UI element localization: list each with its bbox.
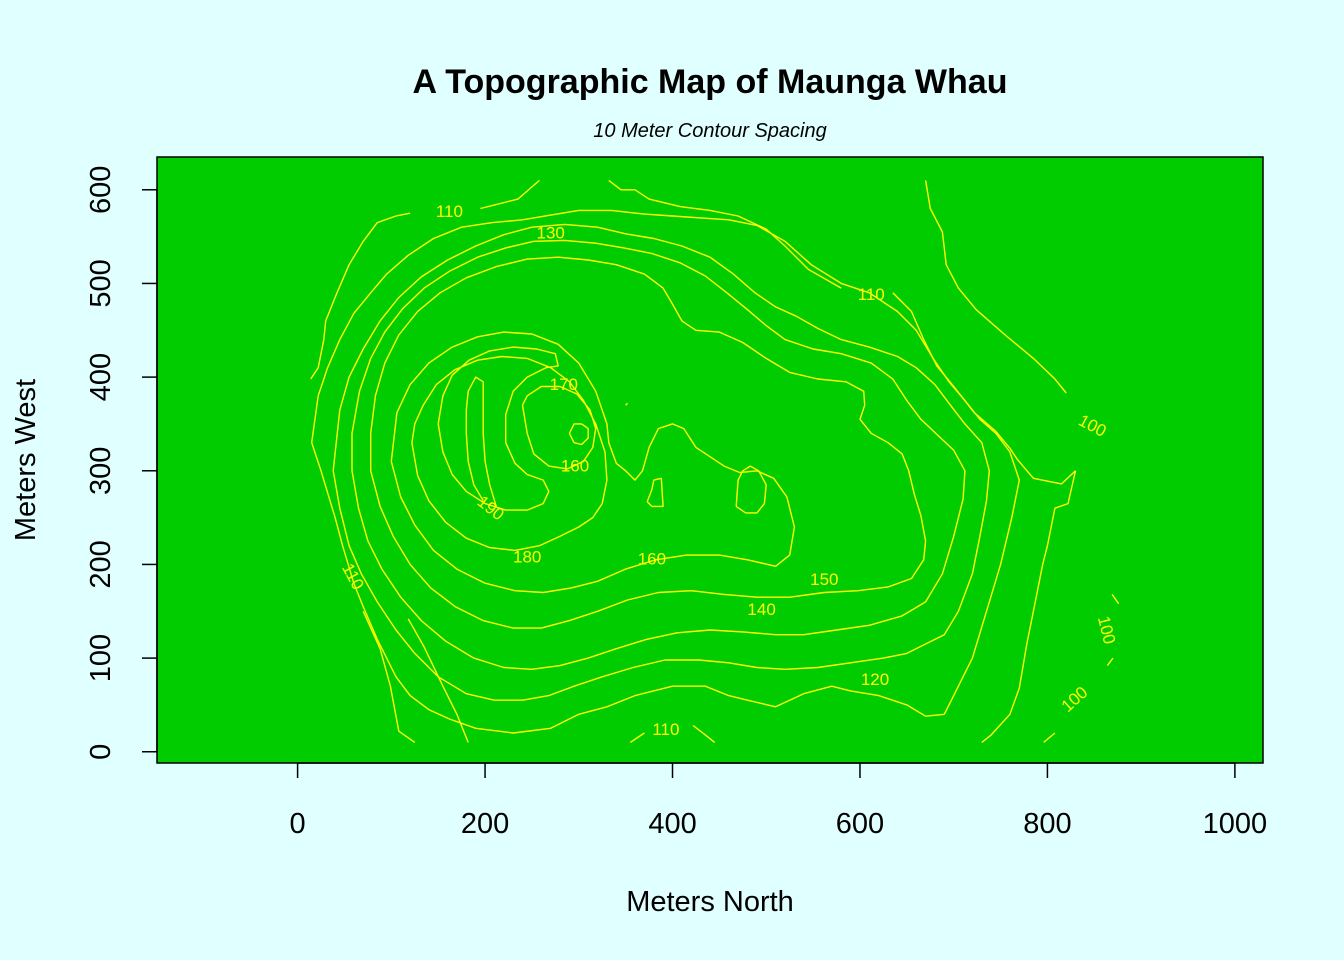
contour-line-180-23: [521, 385, 597, 470]
contour-line-110-4: [310, 212, 411, 380]
y-axis: 0 100 200 300 400 500 600: [85, 166, 158, 760]
contour-line-100-1: [1111, 593, 1120, 605]
x-axis: 0 200 400 600 800 1000: [290, 762, 1268, 840]
contour-line-190-26: [625, 402, 628, 406]
contour-line-110-5: [362, 611, 416, 743]
contour-lines: [310, 179, 1120, 743]
contour-label-1: 130: [537, 223, 565, 242]
y-tick-label-0: 0: [85, 744, 117, 760]
contour-line-180-22: [437, 346, 559, 511]
contour-label-7: 180: [513, 547, 541, 566]
contour-line-160-18: [390, 331, 796, 594]
contour-line-120-14: [311, 209, 1020, 715]
contour-line-110-11: [892, 292, 1076, 485]
contour-line-100-3: [1043, 732, 1056, 743]
contour-line-110-9: [480, 179, 540, 210]
contour-label-10: 140: [747, 600, 775, 619]
contour-line-170-21: [735, 465, 767, 514]
y-axis-label: Meters West: [10, 379, 42, 541]
contour-label-13: 120: [861, 670, 889, 689]
contour-label-15: 110: [652, 720, 679, 739]
chart-subtitle: 10 Meter Contour Spacing: [593, 120, 826, 142]
plot-area: [156, 156, 1264, 764]
contour-line-170-20: [646, 477, 664, 508]
contour-line-120-13: [311, 442, 945, 734]
contour-line-190-24: [465, 376, 497, 507]
contour-label-5: 160: [561, 457, 589, 476]
contour-label-0: 110: [436, 202, 463, 221]
contour-line-110-12: [981, 470, 1077, 743]
contour-line-110-7: [629, 732, 645, 743]
contour-line-130-15: [332, 223, 990, 701]
contour-label-2: 110: [858, 285, 885, 304]
x-tick-label-1000: 1000: [1203, 808, 1268, 840]
y-tick-label-200: 200: [85, 540, 117, 588]
contour-label-9: 150: [810, 570, 838, 589]
chart-title: A Topographic Map of Maunga Whau: [413, 63, 1008, 101]
contour-line-110-8: [692, 724, 716, 743]
contour-line-110-10: [608, 179, 842, 289]
contour-line-100-0: [924, 180, 1067, 394]
x-tick-label-800: 800: [1023, 808, 1071, 840]
contour-line-100-2: [1106, 657, 1114, 667]
contour-label-4: 170: [550, 375, 578, 394]
y-tick-label-100: 100: [85, 634, 117, 682]
y-tick-label-300: 300: [85, 447, 117, 495]
x-tick-label-200: 200: [461, 808, 509, 840]
contour-line-170-19: [411, 355, 608, 552]
x-axis-label: Meters North: [626, 886, 794, 918]
y-tick-label-500: 500: [85, 259, 117, 307]
y-tick-label-400: 400: [85, 353, 117, 401]
x-tick-label-0: 0: [290, 808, 306, 840]
contour-line-140-16: [351, 239, 966, 670]
contour-line-190-25: [568, 423, 589, 446]
x-tick-label-400: 400: [648, 808, 696, 840]
y-tick-label-600: 600: [85, 166, 117, 214]
contour-label-8: 160: [638, 549, 666, 568]
contour-line-150-17: [370, 256, 927, 629]
x-tick-label-600: 600: [836, 808, 884, 840]
